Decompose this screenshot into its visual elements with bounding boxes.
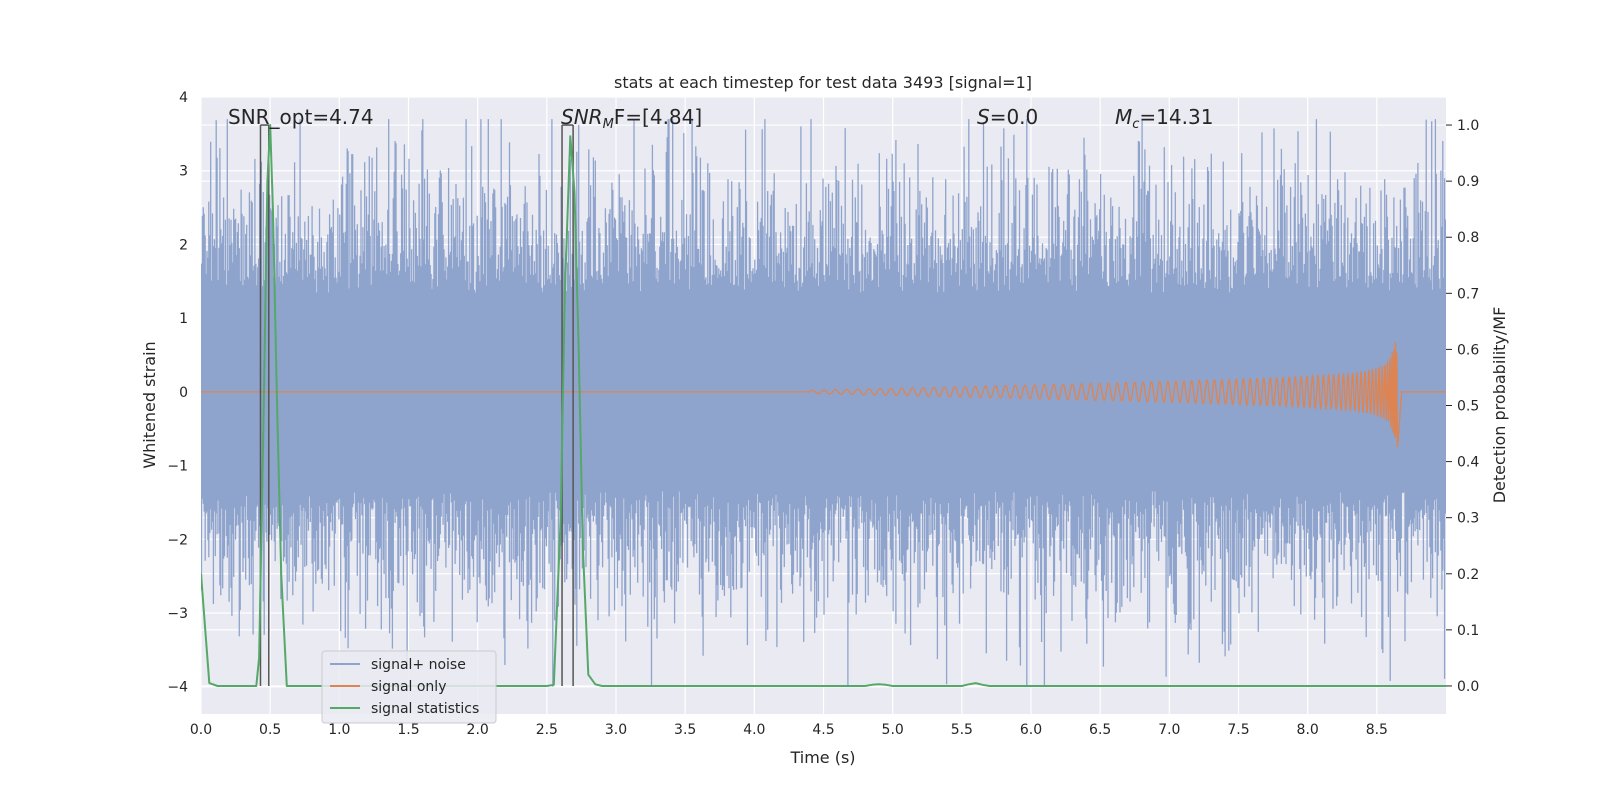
x-tick-label: 7.5 bbox=[1227, 722, 1249, 738]
x-tick-label: 5.0 bbox=[882, 722, 904, 738]
y-left-tick-label: 0 bbox=[179, 385, 188, 401]
x-tick-label: 4.0 bbox=[743, 722, 765, 738]
y-right-tick-label: 0.0 bbox=[1457, 679, 1479, 695]
x-tick-label: 2.0 bbox=[467, 722, 489, 738]
x-tick-label: 7.0 bbox=[1158, 722, 1180, 738]
legend: signal+ noise signal only signal statist… bbox=[321, 650, 497, 724]
y-left-tick-label: −2 bbox=[167, 532, 188, 548]
y-axis-label-right: Detection probability/MF bbox=[1490, 307, 1509, 504]
x-tick-label: 2.5 bbox=[536, 722, 558, 738]
y-left-tick-label: −3 bbox=[167, 606, 188, 622]
legend-box bbox=[321, 650, 497, 724]
y-axis-label-left: Whitened strain bbox=[140, 341, 159, 468]
x-axis-label: Time (s) bbox=[789, 748, 855, 767]
x-tick-label: 3.0 bbox=[605, 722, 627, 738]
x-tick-label: 8.0 bbox=[1297, 722, 1319, 738]
y-right-tick-label: 0.4 bbox=[1457, 455, 1479, 471]
annotation-mc: Mc=14.31 bbox=[1115, 105, 1213, 132]
y-right-tick-label: 0.8 bbox=[1457, 230, 1479, 246]
y-left-tick-label: −1 bbox=[167, 459, 188, 475]
y-right-tick-label: 1.0 bbox=[1457, 118, 1479, 134]
annotation-snr-opt: SNR_opt=4.74 bbox=[228, 105, 374, 129]
y-left-tick-label: 4 bbox=[179, 90, 188, 106]
x-tick-label: 0.0 bbox=[190, 722, 212, 738]
y-left-tick-label: 1 bbox=[179, 311, 188, 327]
series-signal-only bbox=[201, 341, 1446, 448]
y-right-tick-label: 0.1 bbox=[1457, 623, 1479, 639]
legend-label-signal-statistics: signal statistics bbox=[371, 701, 479, 717]
x-tick-label: 5.5 bbox=[951, 722, 973, 738]
x-tick-label: 1.5 bbox=[397, 722, 419, 738]
chart-title: stats at each timestep for test data 349… bbox=[614, 73, 1032, 92]
y-right-tick-label: 0.2 bbox=[1457, 567, 1479, 583]
signal-statistics-line bbox=[201, 124, 1446, 687]
x-tick-label: 6.0 bbox=[1020, 722, 1042, 738]
x-tick-label: 6.5 bbox=[1089, 722, 1111, 738]
y-left-tick-label: 3 bbox=[179, 164, 188, 180]
noise-spikes bbox=[201, 119, 1446, 687]
y-right-tick-label: 0.9 bbox=[1457, 174, 1479, 190]
plot-content bbox=[201, 119, 1446, 687]
x-tick-label: 4.5 bbox=[812, 722, 834, 738]
tick-labels: 0.0 0.5 1.0 1.5 2.0 2.5 3.0 3.5 4.0 4.5 5.0 5.5 6.0 6… bbox=[167, 90, 1479, 738]
y-right-tick-label: 0.6 bbox=[1457, 342, 1479, 358]
y-left-tick-label: 2 bbox=[179, 237, 188, 253]
legend-label-signal-plus-noise: signal+ noise bbox=[371, 657, 466, 673]
y-right-tick-label: 0.5 bbox=[1457, 399, 1479, 415]
annotation-snr-mf: SNRMF=[4.84] bbox=[561, 105, 702, 132]
y-left-tick-label: −4 bbox=[167, 680, 188, 696]
annotation-s: S=0.0 bbox=[977, 105, 1038, 129]
x-tick-label: 1.0 bbox=[328, 722, 350, 738]
x-tick-label: 8.5 bbox=[1366, 722, 1388, 738]
y-right-tick-label: 0.3 bbox=[1457, 511, 1479, 527]
x-tick-label: 0.5 bbox=[259, 722, 281, 738]
y-right-tick-label: 0.7 bbox=[1457, 286, 1479, 302]
chirp-line bbox=[201, 341, 1446, 448]
legend-label-signal-only: signal only bbox=[371, 679, 446, 695]
series-signal-statistics bbox=[201, 124, 1446, 687]
x-tick-label: 3.5 bbox=[674, 722, 696, 738]
